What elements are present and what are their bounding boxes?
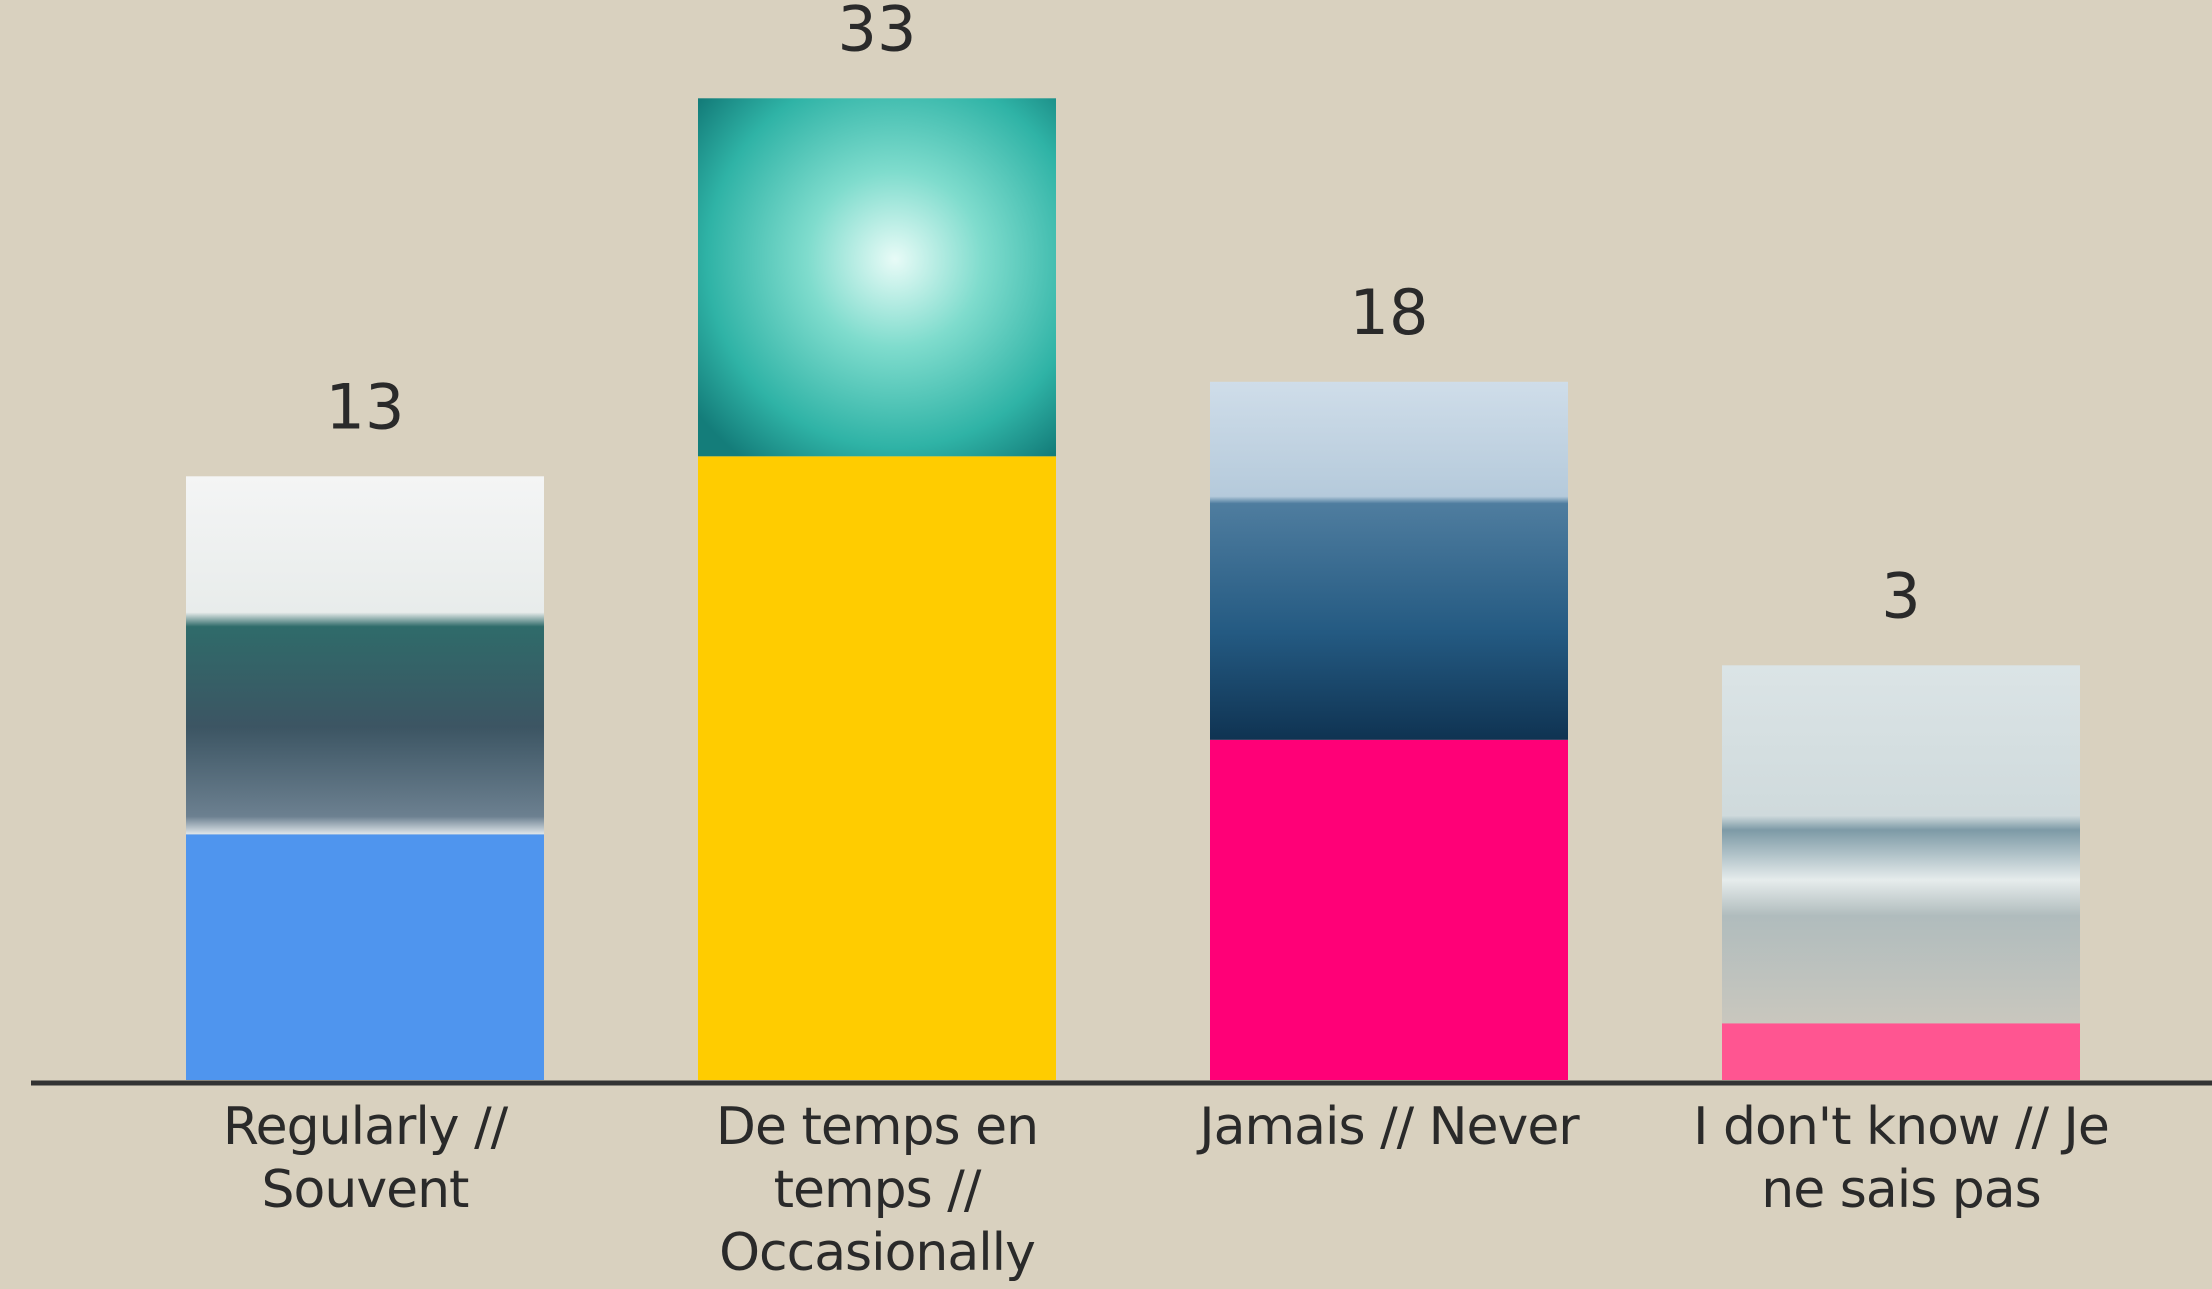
x-tick-label: I don't know // Je ne sais pas xyxy=(1691,1096,2111,1222)
bar-image xyxy=(698,98,1056,456)
page: {"chart_data": {"type": "bar", "categori… xyxy=(0,0,2212,1289)
bar-image xyxy=(186,476,544,834)
bar xyxy=(186,834,544,1080)
bar-image xyxy=(1722,665,2080,1023)
bar xyxy=(698,456,1056,1080)
value-label: 13 xyxy=(326,370,405,443)
value-label: 3 xyxy=(1881,559,1920,632)
bar-image xyxy=(1210,382,1568,740)
value-label: 33 xyxy=(838,0,917,65)
bar xyxy=(1210,740,1568,1080)
x-tick-label: De temps en temps // Occasionally xyxy=(667,1096,1087,1285)
x-tick-label: Jamais // Never xyxy=(1179,1096,1599,1159)
bar xyxy=(1722,1023,2080,1080)
value-label: 18 xyxy=(1350,276,1429,349)
x-tick-label: Regularly // Souvent xyxy=(155,1096,575,1222)
